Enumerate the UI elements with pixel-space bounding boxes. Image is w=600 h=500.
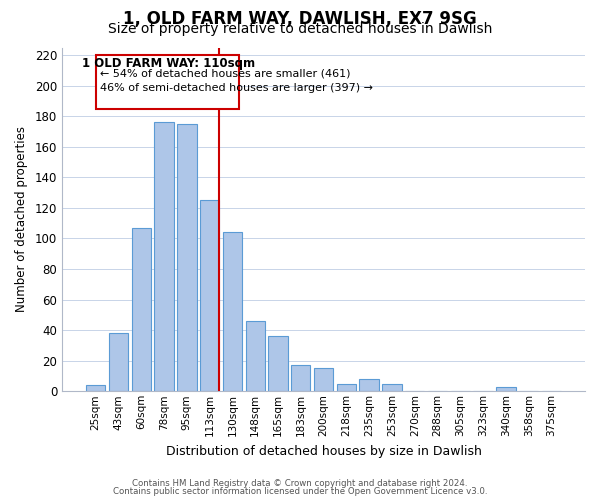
X-axis label: Distribution of detached houses by size in Dawlish: Distribution of detached houses by size …	[166, 444, 482, 458]
FancyBboxPatch shape	[96, 55, 239, 108]
Bar	[200, 200, 219, 392]
Bar	[131, 228, 151, 392]
Text: Contains HM Land Registry data © Crown copyright and database right 2024.: Contains HM Land Registry data © Crown c…	[132, 478, 468, 488]
Bar	[177, 124, 197, 392]
Bar	[359, 379, 379, 392]
Bar	[245, 321, 265, 392]
Bar	[86, 385, 106, 392]
Bar	[337, 384, 356, 392]
Bar	[223, 232, 242, 392]
Bar	[154, 122, 174, 392]
Text: Size of property relative to detached houses in Dawlish: Size of property relative to detached ho…	[108, 22, 492, 36]
Y-axis label: Number of detached properties: Number of detached properties	[15, 126, 28, 312]
Bar	[268, 336, 287, 392]
Bar	[314, 368, 333, 392]
Text: Contains public sector information licensed under the Open Government Licence v3: Contains public sector information licen…	[113, 487, 487, 496]
Bar	[109, 333, 128, 392]
Text: 1, OLD FARM WAY, DAWLISH, EX7 9SG: 1, OLD FARM WAY, DAWLISH, EX7 9SG	[123, 10, 477, 28]
Bar	[291, 366, 310, 392]
Text: 46% of semi-detached houses are larger (397) →: 46% of semi-detached houses are larger (…	[100, 82, 373, 92]
Text: 1 OLD FARM WAY: 110sqm: 1 OLD FARM WAY: 110sqm	[82, 56, 255, 70]
Bar	[382, 384, 401, 392]
Text: ← 54% of detached houses are smaller (461): ← 54% of detached houses are smaller (46…	[100, 69, 350, 79]
Bar	[496, 386, 515, 392]
